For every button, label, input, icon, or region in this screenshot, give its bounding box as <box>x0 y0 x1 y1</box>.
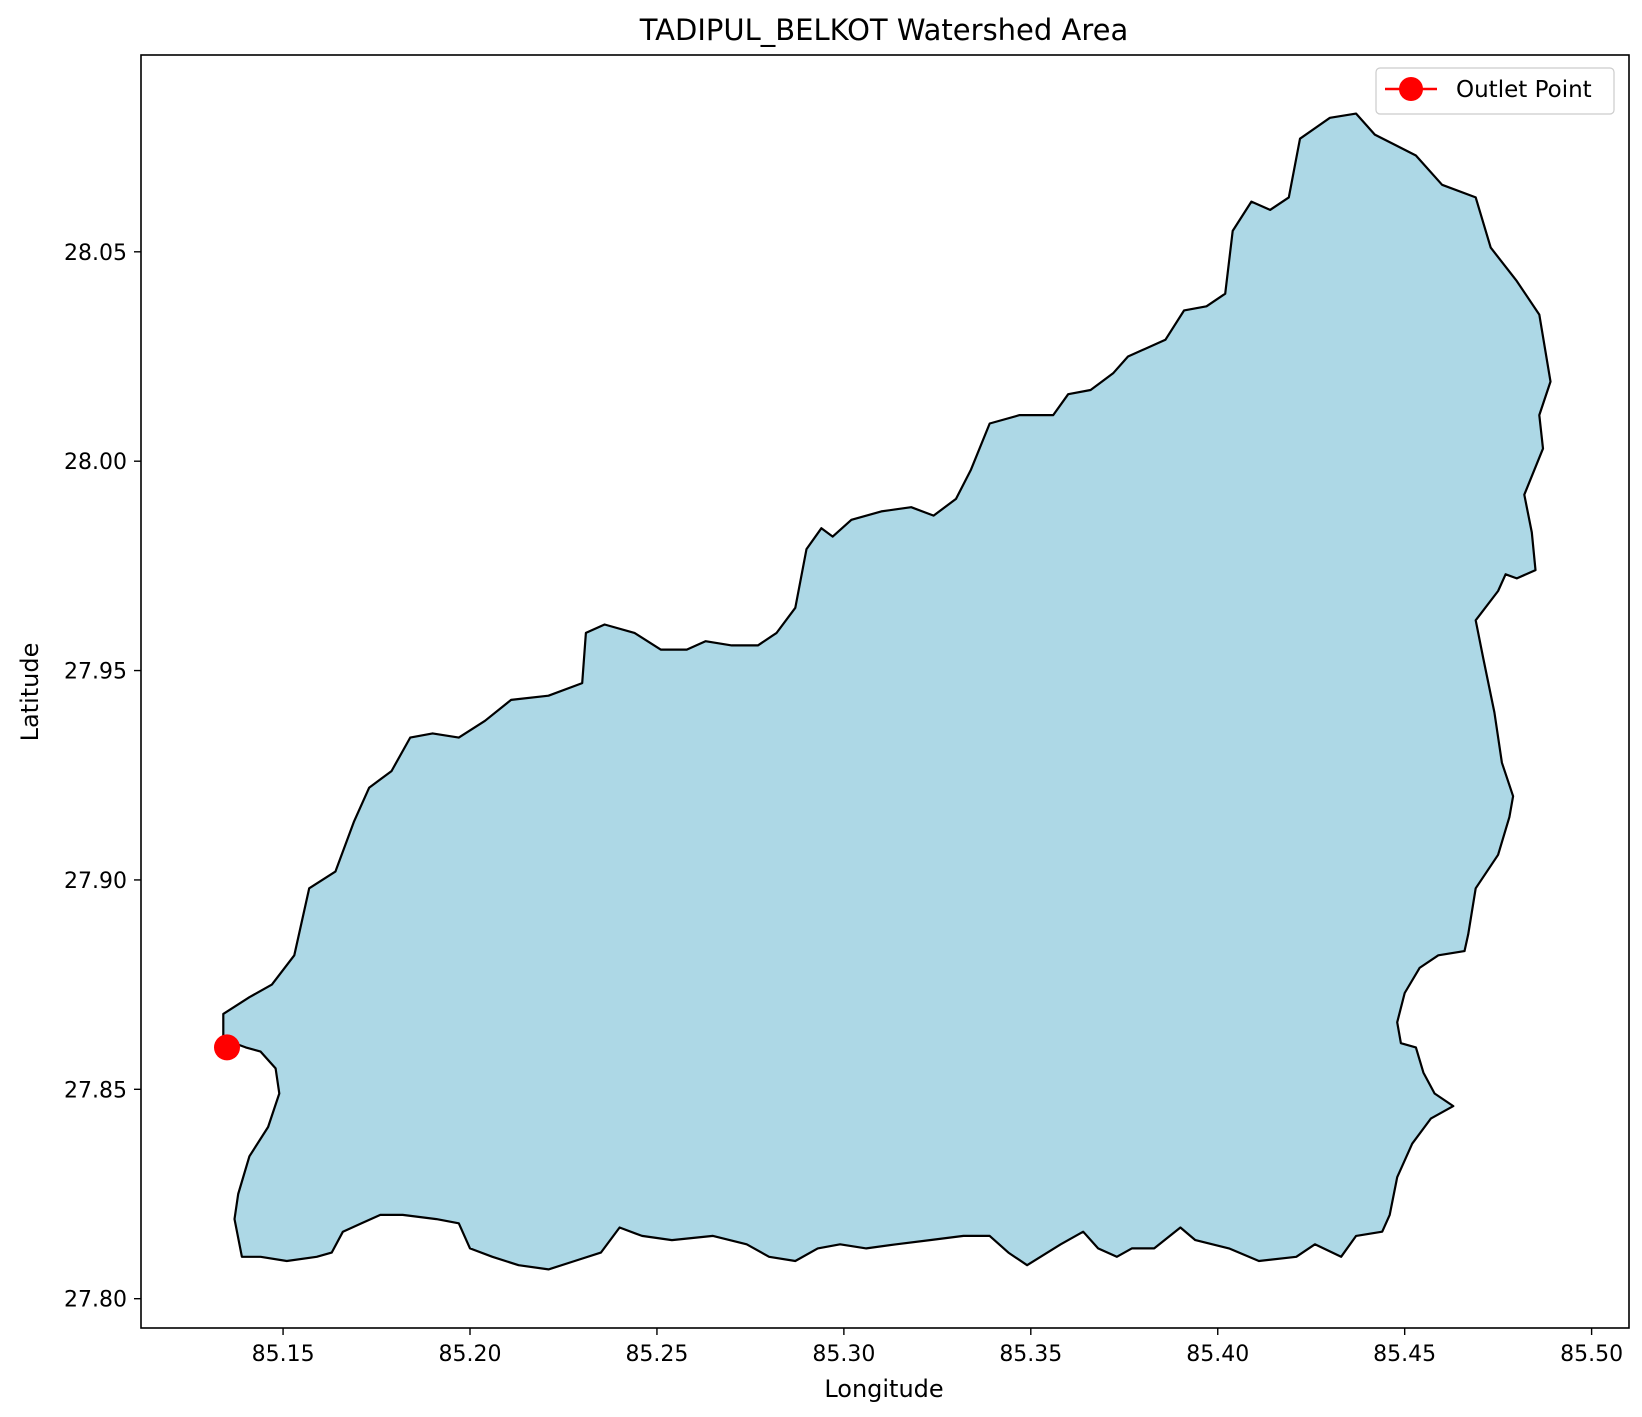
x-tick-label: 85.15 <box>252 1342 315 1367</box>
chart-title: TADIPUL_BELKOT Watershed Area <box>639 13 1129 47</box>
x-axis-label: Longitude <box>824 1375 943 1403</box>
y-tick-label: 28.00 <box>64 450 127 475</box>
y-tick-label: 27.95 <box>64 660 127 685</box>
x-tick-label: 85.25 <box>625 1342 688 1367</box>
x-tick-label: 85.20 <box>439 1342 502 1367</box>
y-tick-label: 27.85 <box>64 1078 127 1103</box>
y-axis-label: Latitude <box>16 643 44 742</box>
legend: Outlet Point <box>1375 67 1615 115</box>
axes-frame <box>140 54 1630 1329</box>
x-tick-label: 85.35 <box>999 1342 1062 1367</box>
x-axis-ticks: 85.15 85.20 85.25 85.30 85.35 85.40 85.45 85.50 <box>252 1328 1623 1367</box>
legend-label-outlet-point: Outlet Point <box>1456 77 1592 103</box>
outlet-point-marker <box>214 1034 240 1061</box>
legend-outlet-marker <box>1399 77 1423 101</box>
y-axis-ticks: 27.80 27.85 27.90 27.95 28.00 28.05 <box>64 241 141 1313</box>
y-tick-label: 27.80 <box>64 1288 127 1313</box>
x-tick-label: 85.45 <box>1373 1342 1436 1367</box>
watershed-polygon <box>222 112 1552 1271</box>
x-tick-label: 85.50 <box>1560 1342 1623 1367</box>
x-tick-label: 85.40 <box>1186 1342 1249 1367</box>
x-tick-label: 85.30 <box>812 1342 875 1367</box>
plot-area <box>214 112 1552 1271</box>
legend-box <box>1375 67 1615 115</box>
y-tick-label: 27.90 <box>64 869 127 894</box>
y-tick-label: 28.05 <box>64 241 127 266</box>
